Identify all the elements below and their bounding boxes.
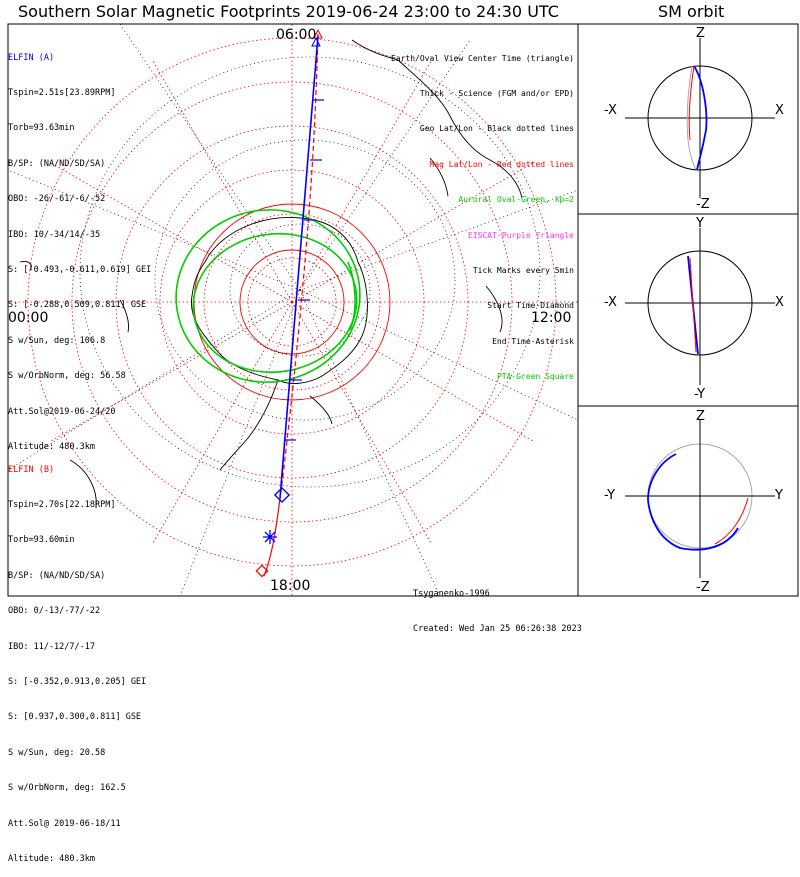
elfin-a-line: S: [-0.493,-0.611,0.619] GEI xyxy=(8,264,152,275)
elfin-a-line: S w/Sun, deg: 106.8 xyxy=(8,335,106,346)
elfin-a-view-triangle xyxy=(311,36,321,47)
polar-footprint-plot xyxy=(8,24,578,596)
elfin-a-start-diamond xyxy=(273,486,291,504)
elfin-b-line: S w/Sun, deg: 20.58 xyxy=(8,747,106,758)
elfin-b-line: Altitude: 480.3km xyxy=(8,853,95,864)
orbit2-label-bottom: -Y xyxy=(694,387,705,402)
elfin-a-line: Tspin=2.51s[23.89RPM] xyxy=(8,87,116,98)
elfin-a-line: OBO: -26/-61/-6/-52 xyxy=(8,194,106,205)
auroral-oval-inner xyxy=(192,232,358,374)
legend-item: Mag Lat/Lon - Red dotted lines xyxy=(429,159,575,169)
elfin-a-name: ELFIN (A) xyxy=(8,52,55,63)
legend-item: Earth/Oval View Center Time (triangle) xyxy=(390,53,574,63)
elfin-b-line: S: [0.937,0.300,0.811] GSE xyxy=(8,712,142,723)
figure-canvas: 06:00 00:00 12:00 18:00 Z -Z -X X Y -Y -… xyxy=(7,23,799,597)
elfin-b-view-triangle xyxy=(313,28,323,39)
mlt-label-left: 00:00 xyxy=(8,310,48,326)
orbit3-label-bottom: -Z xyxy=(696,580,710,595)
elfin-a-line: Att.Sol@2019-06-24/20 xyxy=(8,406,116,417)
orbit3-label-top: Z xyxy=(696,409,705,424)
orbit3-label-left: -Y xyxy=(604,488,615,503)
elfin-a-line: B/SP: (NA/ND/SD/SA) xyxy=(8,158,106,169)
legend-item: EISCAT-Purple Triangle xyxy=(468,230,574,240)
orbit-panel-yz: Z -Z -Y Y xyxy=(604,409,783,595)
orbit1-label-top: Z xyxy=(696,26,705,41)
auroral-oval-segment xyxy=(347,261,356,331)
credits: Tsyganenko-1996 Created: Wed Jan 25 06:2… xyxy=(413,566,582,647)
orbit-panel-xz: Z -Z -X X xyxy=(604,26,784,212)
legend-item: Auroral Oval-Green, kp=2 xyxy=(458,195,574,205)
legend-item: End Time-Asterisk xyxy=(492,336,574,346)
mlt-label-bottom: 18:00 xyxy=(270,578,310,594)
elfin-b-track-overlay xyxy=(279,33,319,501)
mlt-label-right: 12:00 xyxy=(531,310,571,326)
legend-item: Tick Marks every 5min xyxy=(472,265,574,275)
elfin-a-line: S w/OrbNorm, deg: 56.58 xyxy=(8,371,126,382)
geo-lon-grid xyxy=(8,24,578,596)
orbit1-label-bottom: -Z xyxy=(696,197,710,212)
elfin-b-start-diamond xyxy=(255,564,269,578)
elfin-b-info-block: ELFIN (B) Tspin=2.70s[22.18RPM] Torb=93.… xyxy=(8,441,146,877)
orbit3-label-right: Y xyxy=(774,488,783,503)
legend-item: Thick - Science (FGM and/or EPD) xyxy=(419,88,574,98)
mlt-label-top: 06:00 xyxy=(276,27,316,43)
elfin-a-line: IBO: 10/-34/14/-35 xyxy=(8,229,101,240)
elfin-b-line: B/SP: (NA/ND/SD/SA) xyxy=(8,570,106,581)
elfin-b-line: IBO: 11/-12/7/-17 xyxy=(8,641,95,652)
legend-item: Start Time-Diamond xyxy=(487,301,574,311)
elfin-b-name: ELFIN (B) xyxy=(8,464,55,475)
elfin-a-line: Altitude: 480.3km xyxy=(8,441,95,452)
orbit-panel-xy: Y -Y -X X xyxy=(604,216,784,402)
elfin-a-info-block: ELFIN (A) Tspin=2.51s[23.89RPM] Torb=93.… xyxy=(8,29,151,465)
legend: Earth/Oval View Center Time (triangle) T… xyxy=(391,29,574,395)
elfin-b-line: OBO: 0/-13/-77/-22 xyxy=(8,606,101,617)
elfin-b-line: Att.Sol@ 2019-06-18/11 xyxy=(8,818,121,829)
orbit1-label-right: X xyxy=(775,103,784,118)
orbit1-label-left: -X xyxy=(604,103,617,118)
elfin-a-end-asterisk xyxy=(263,530,277,544)
elfin-b-line: Tspin=2.70s[22.18RPM] xyxy=(8,499,116,510)
orbit2-label-left: -X xyxy=(604,295,617,310)
orbit2-label-top: Y xyxy=(695,216,704,231)
figure-title: Southern Solar Magnetic Footprints 2019-… xyxy=(18,2,559,21)
elfin-a-ticks xyxy=(284,99,324,441)
legend-item: PTA-Green Square xyxy=(496,372,574,382)
legend-item: Geo Lat/Lon - Black dotted lines xyxy=(419,124,574,134)
elfin-b-line: Torb=93.60min xyxy=(8,535,75,546)
elfin-b-line: S: [-0.352,0.913,0.205] GEI xyxy=(8,676,147,687)
elfin-a-line: Torb=93.63min xyxy=(8,123,75,134)
geo-lat-grid xyxy=(79,56,541,488)
auroral-oval-outer xyxy=(175,209,361,383)
orbit-panel-frame xyxy=(577,23,799,597)
orbit2-label-right: X xyxy=(775,295,784,310)
orbit-panel-title: SM orbit xyxy=(658,2,725,21)
elfin-b-line: S w/OrbNorm, deg: 162.5 xyxy=(8,783,126,794)
created-timestamp: Created: Wed Jan 25 06:26:38 2023 xyxy=(413,623,582,634)
model-credit: Tsyganenko-1996 xyxy=(413,589,490,599)
elfin-a-line: S: [-0.288,0.509,0.811] GSE xyxy=(8,300,147,311)
elfin-a-track xyxy=(279,35,319,499)
